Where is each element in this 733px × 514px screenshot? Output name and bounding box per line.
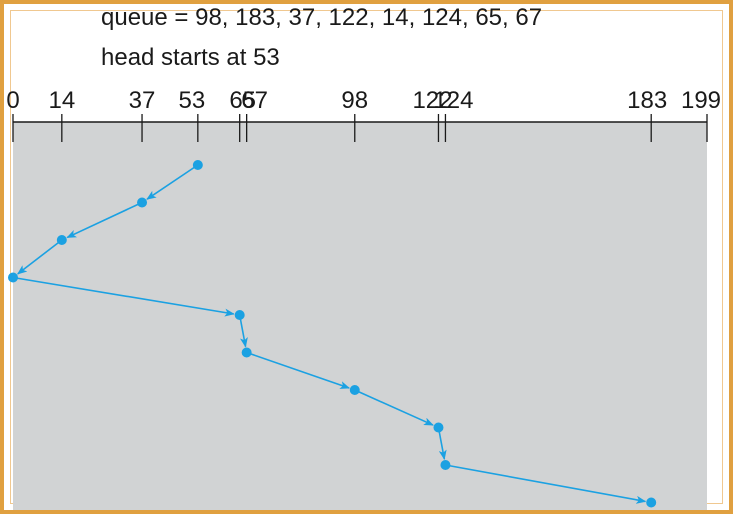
seek-arrow-65-to-67 [238, 314, 248, 348]
head-position-183 [646, 497, 657, 508]
queue-caption: queue = 98, 183, 37, 122, 14, 124, 65, 6… [101, 4, 543, 31]
head-start-caption: head starts at 53 [101, 44, 280, 71]
head-movement-path [8, 160, 657, 508]
seek-arrow-14-to-0 [16, 239, 63, 275]
tick-label-65: 65 [229, 87, 256, 114]
tick-label-122: 122 [412, 87, 452, 114]
tick-label-0: 0 [6, 87, 19, 114]
head-position-122 [433, 422, 444, 433]
seek-arrow-53-to-37 [146, 164, 199, 200]
seek-arrow-37-to-14 [66, 201, 143, 239]
head-position-37 [137, 197, 148, 208]
tick-label-199: 199 [681, 87, 721, 114]
seek-arrow-67-to-98 [246, 351, 351, 389]
tick-label-183: 183 [627, 87, 667, 114]
plot-area [13, 122, 707, 510]
head-position-67 [241, 347, 252, 358]
seek-arrow-0-to-65 [12, 276, 235, 317]
head-position-0 [8, 272, 18, 283]
tick-label-124: 124 [433, 87, 473, 114]
head-position-124 [440, 460, 451, 470]
head-position-98 [349, 385, 360, 395]
seek-arrow-124-to-183 [445, 464, 647, 504]
tick-label-14: 14 [48, 87, 75, 114]
head-position-53 [192, 160, 203, 170]
tick-label-98: 98 [341, 87, 368, 114]
seek-arrow-122-to-124 [437, 427, 447, 461]
head-position-65 [234, 310, 245, 320]
tick-label-53: 53 [178, 87, 205, 114]
tick-label-67: 67 [241, 87, 268, 114]
seek-arrow-98-to-122 [354, 389, 434, 426]
head-position-14 [56, 235, 67, 245]
tick-label-37: 37 [129, 87, 156, 114]
